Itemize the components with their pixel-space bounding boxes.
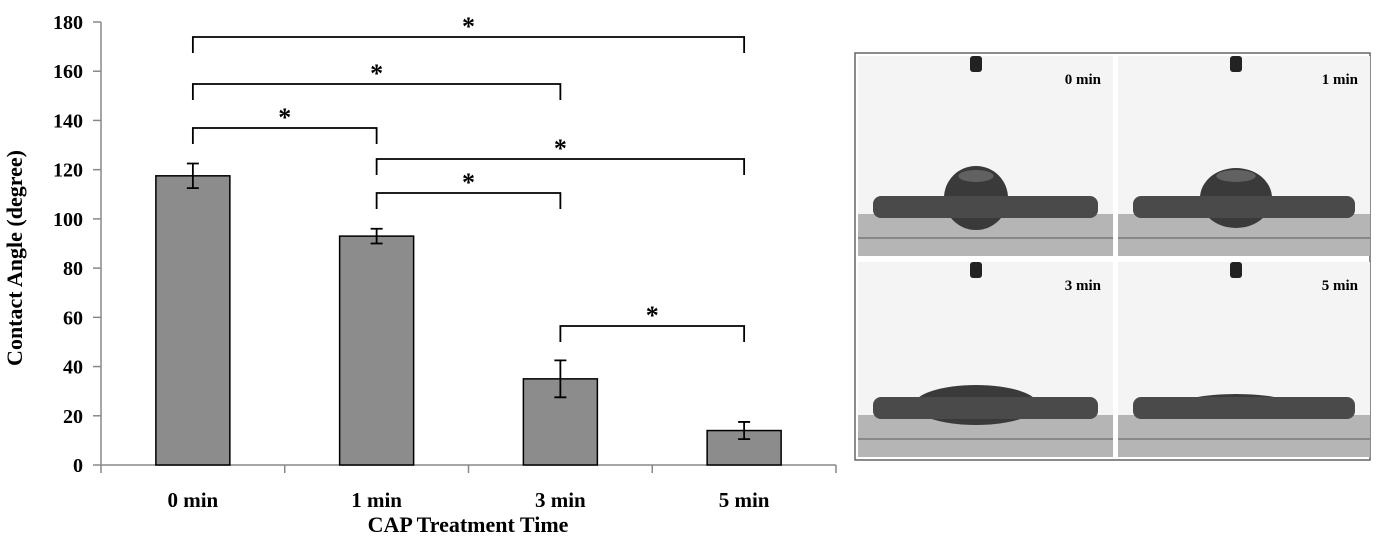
x-tick-label: 5 min (719, 488, 770, 512)
photo-label: 5 min (1322, 278, 1359, 294)
droplet-highlight (1216, 170, 1256, 182)
needle (970, 56, 982, 72)
y-tick-label: 40 (63, 357, 83, 379)
significance-star: * (646, 301, 659, 330)
sample (1133, 397, 1355, 419)
needle (1230, 56, 1242, 72)
y-tick-label: 20 (63, 406, 83, 428)
chart: Contact Angle (degree) CAP Treatment Tim… (0, 0, 1377, 542)
y-tick-label: 60 (63, 307, 83, 329)
x-tick-label: 0 min (167, 488, 218, 512)
y-tick-label: 0 (73, 455, 83, 477)
y-tick-label: 120 (53, 160, 83, 182)
bar (156, 176, 230, 465)
y-tick-label: 140 (53, 110, 83, 132)
needle (1230, 262, 1242, 278)
sample (1133, 196, 1355, 218)
bar (340, 236, 414, 465)
y-axis-label: Contact Angle (degree) (2, 150, 27, 366)
photo-label: 0 min (1065, 72, 1102, 88)
x-axis-label: CAP Treatment Time (368, 512, 569, 537)
significance-star: * (554, 134, 567, 163)
y-tick-label: 180 (53, 12, 83, 34)
y-tick-label: 160 (53, 61, 83, 83)
y-tick-label: 80 (63, 258, 83, 280)
significance-star: * (462, 12, 475, 41)
y-tick-label: 100 (53, 209, 83, 231)
significance-star: * (278, 103, 291, 132)
x-tick-label: 1 min (351, 488, 402, 512)
x-tick-label: 3 min (535, 488, 586, 512)
sample (873, 397, 1098, 419)
significance-star: * (370, 59, 383, 88)
photo-label: 1 min (1322, 72, 1359, 88)
needle (970, 262, 982, 278)
photo-label: 3 min (1065, 278, 1102, 294)
sample (873, 196, 1098, 218)
photo-substrate (1118, 415, 1370, 457)
droplet-highlight (958, 170, 993, 182)
significance-star: * (462, 168, 475, 197)
